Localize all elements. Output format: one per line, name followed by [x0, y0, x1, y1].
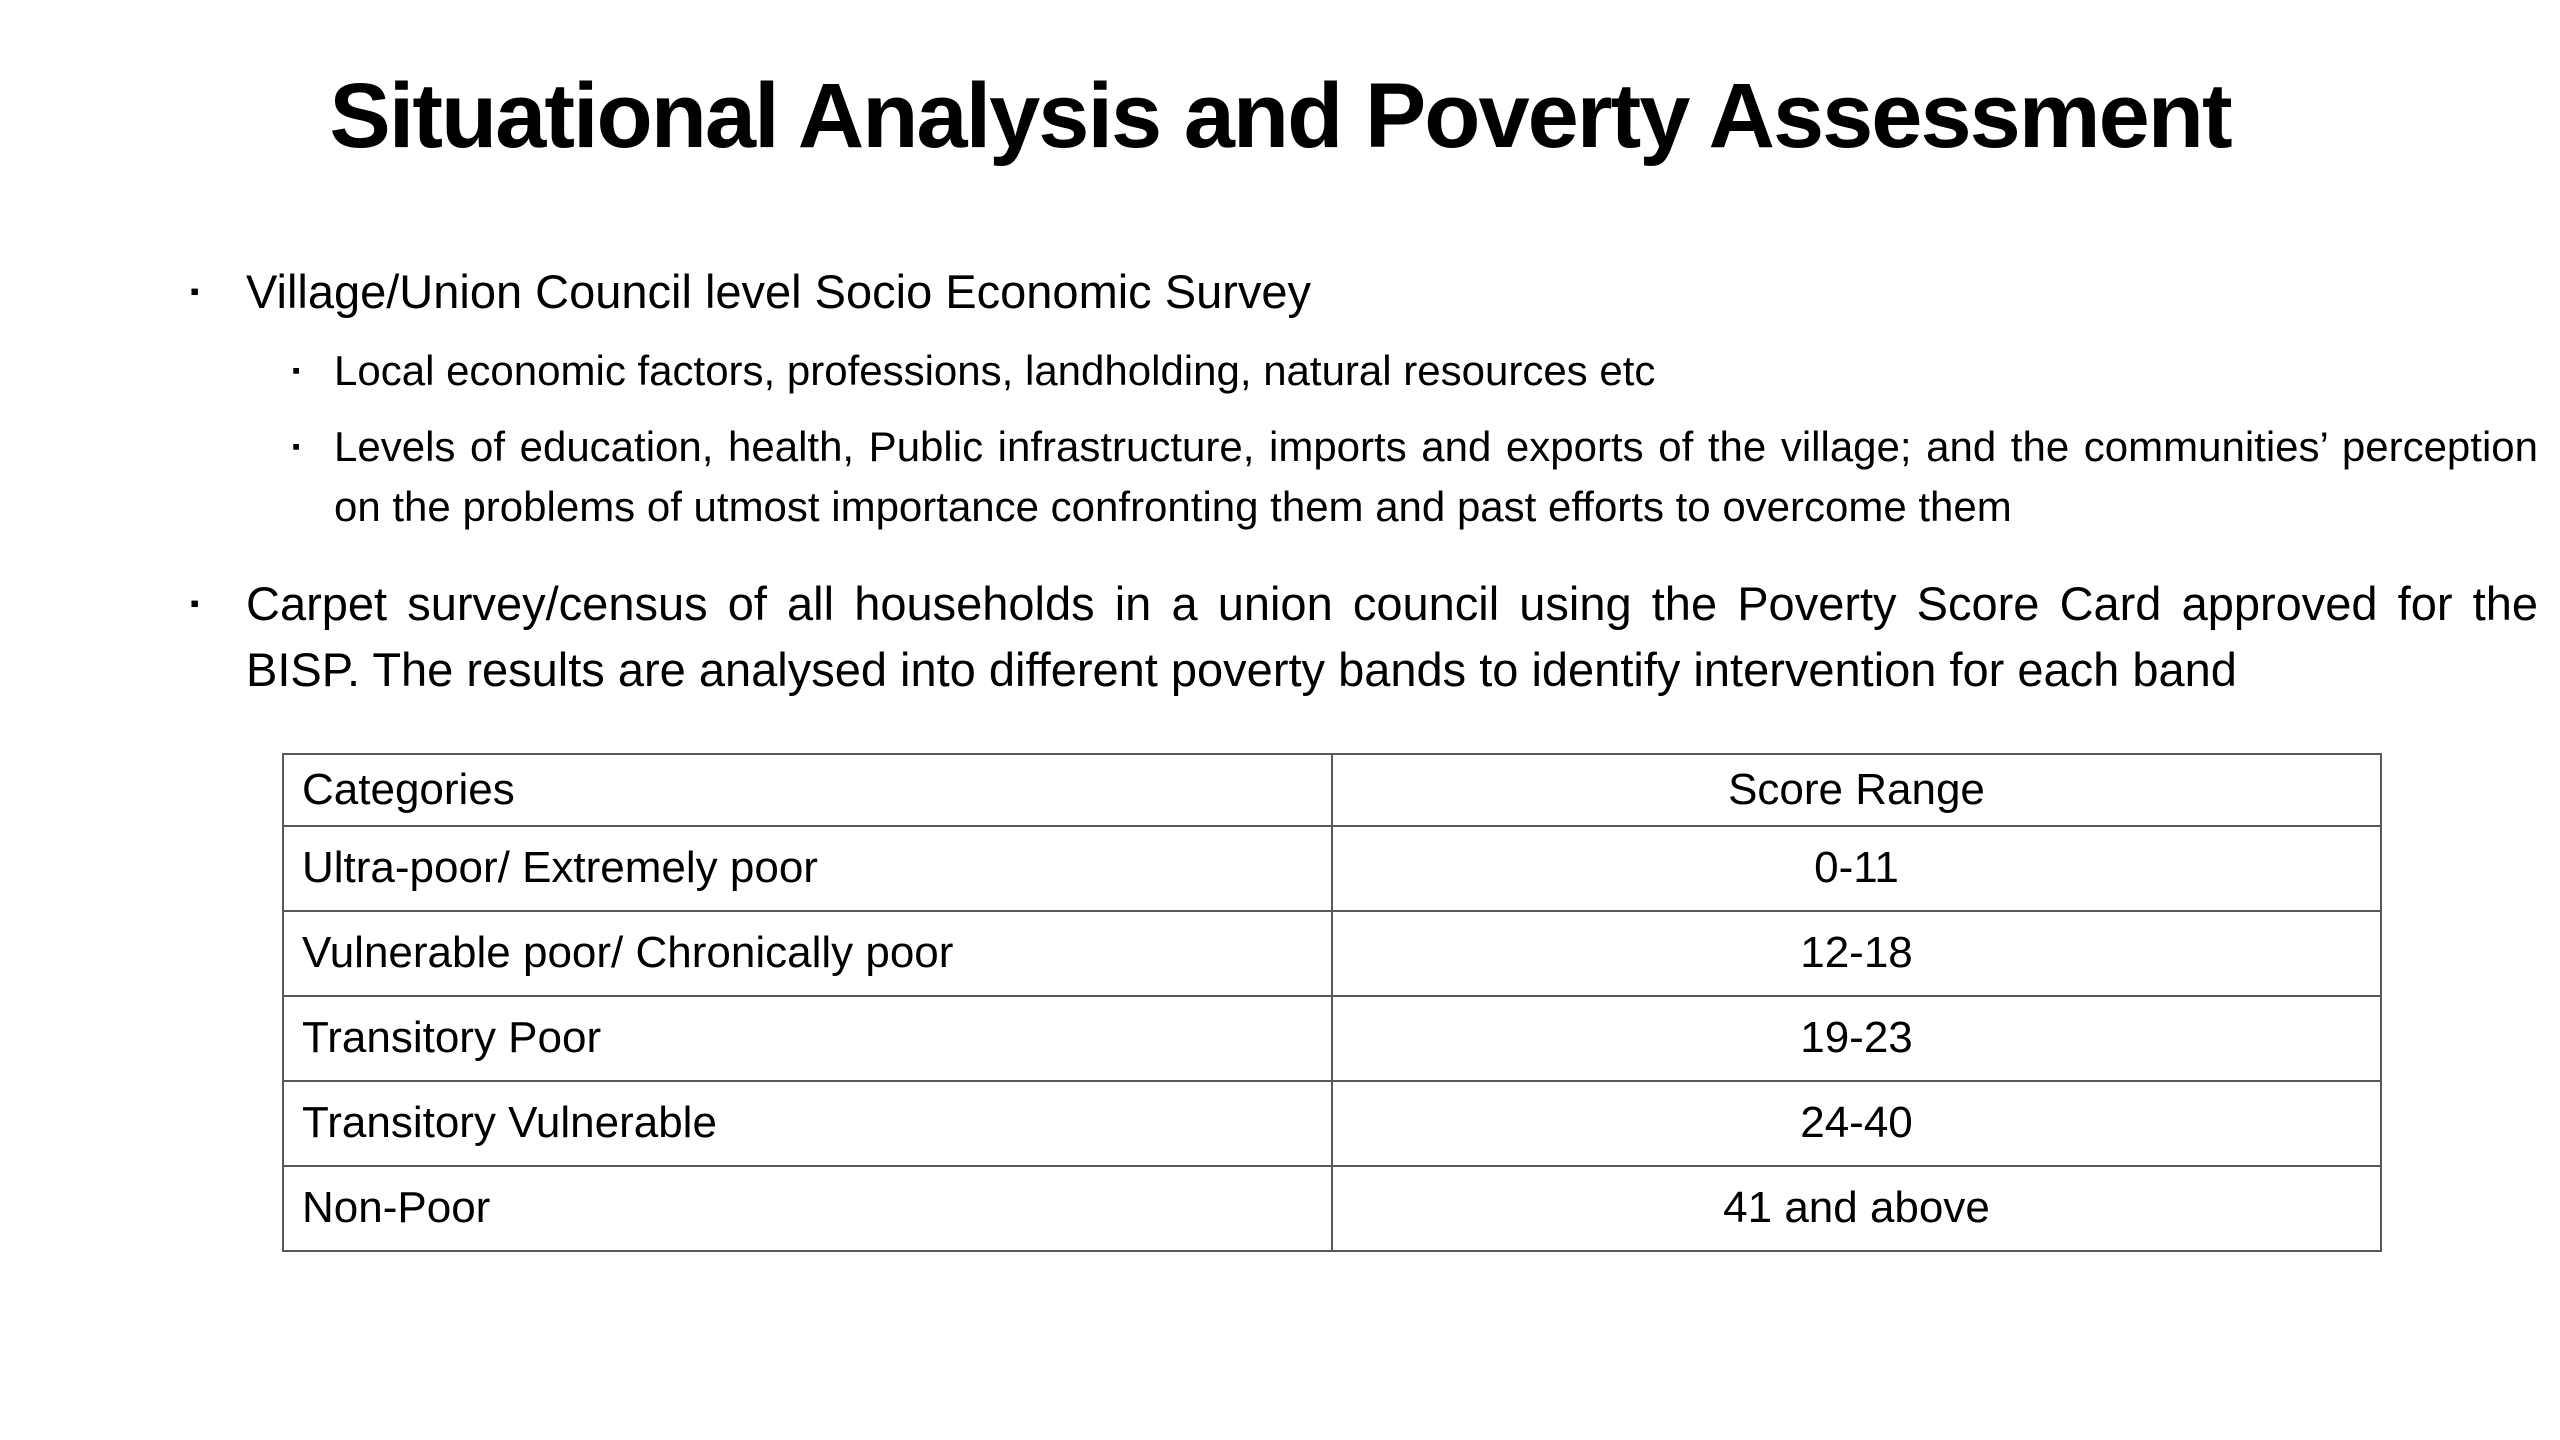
square-bullet-icon: ▪: [292, 356, 301, 383]
square-bullet-icon: ▪: [190, 276, 200, 307]
table-row: Ultra-poor/ Extremely poor 0-11: [282, 824, 2382, 912]
poverty-bands-table: Categories Score Range Ultra-poor/ Extre…: [282, 752, 2382, 1252]
column-header-categories: Categories: [282, 752, 1333, 827]
sub-bullet-text: Local economic factors, professions, lan…: [334, 346, 1656, 394]
slide-title: Situational Analysis and Poverty Assessm…: [329, 65, 2232, 167]
square-bullet-icon: ▪: [292, 433, 301, 460]
bullet-item: ▪ Carpet survey/census of all households…: [0, 571, 2560, 703]
category-cell: Transitory Vulnerable: [282, 1079, 1333, 1167]
bullet-text: Village/Union Council level Socio Econom…: [246, 265, 1312, 319]
category-cell: Transitory Poor: [282, 994, 1333, 1082]
score-cell: 19-23: [1331, 994, 2382, 1082]
sub-bullet-item: ▪ Levels of education, health, Public in…: [0, 417, 2560, 537]
bullet-text: Carpet survey/census of all households i…: [246, 577, 2538, 696]
slide: Situational Analysis and Poverty Assessm…: [0, 65, 2560, 1440]
table-row: Non-Poor 41 and above: [282, 1164, 2382, 1252]
sub-bullet-text: Levels of education, health, Public infr…: [334, 423, 2538, 531]
column-header-score-range: Score Range: [1331, 752, 2382, 827]
bullet-item: ▪ Village/Union Council level Socio Econ…: [0, 259, 2560, 325]
table-row: Transitory Vulnerable 24-40: [282, 1079, 2382, 1167]
score-cell: 0-11: [1331, 824, 2382, 912]
square-bullet-icon: ▪: [190, 588, 200, 619]
score-cell: 41 and above: [1331, 1164, 2382, 1252]
sub-bullet-item: ▪ Local economic factors, professions, l…: [0, 341, 2560, 401]
category-cell: Non-Poor: [282, 1164, 1333, 1252]
category-cell: Ultra-poor/ Extremely poor: [282, 824, 1333, 912]
score-cell: 24-40: [1331, 1079, 2382, 1167]
score-cell: 12-18: [1331, 909, 2382, 997]
table-header-row: Categories Score Range: [282, 752, 2382, 827]
table-row: Transitory Poor 19-23: [282, 994, 2382, 1082]
category-cell: Vulnerable poor/ Chronically poor: [282, 909, 1333, 997]
slide-content: ▪ Village/Union Council level Socio Econ…: [0, 259, 2560, 1252]
table-row: Vulnerable poor/ Chronically poor 12-18: [282, 909, 2382, 997]
